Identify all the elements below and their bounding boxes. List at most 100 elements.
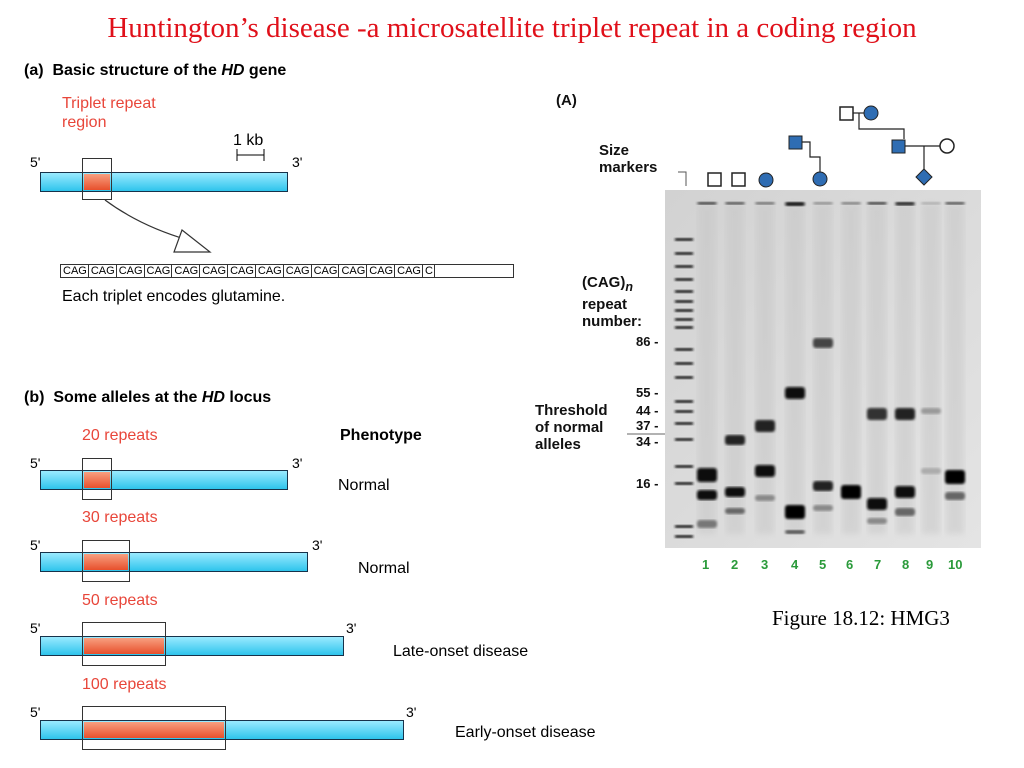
repeat-number-label: (CAG)n repeat number: (582, 274, 642, 330)
gel-band (813, 338, 833, 348)
ladder-band (675, 376, 693, 379)
slide-title: Huntington’s disease -a microsatellite t… (107, 12, 917, 44)
allele-3-repeats: 50 repeats (82, 592, 158, 609)
allele-4-repeat-box (82, 706, 226, 750)
lane-number-2: 2 (731, 557, 739, 572)
lane-smear (896, 204, 914, 534)
ladder-band (675, 238, 693, 241)
ladder-band (675, 422, 693, 425)
ladder-band (675, 265, 693, 268)
gel-band (725, 202, 745, 205)
gel-band (725, 487, 745, 497)
ladder-band (675, 535, 693, 538)
codon: CAG (369, 265, 396, 277)
allele-3-3prime: 3' (346, 620, 357, 636)
allele-4-3prime: 3' (406, 704, 417, 720)
gel-panel-label: (A) (556, 92, 577, 109)
tick-34-value: 34 (636, 434, 651, 449)
gel-band (921, 408, 941, 414)
gel-band (841, 485, 861, 499)
lane-8-male-affected (891, 139, 906, 154)
gel-lanes (697, 202, 965, 534)
gel-band (921, 468, 941, 474)
cag-sequence: CAG CAG CAG CAG CAG CAG CAG CAG CAG CAG CAG CAG CAG C (60, 264, 514, 278)
allele-1-repeats: 20 repeats (82, 427, 158, 444)
gel-band (697, 468, 717, 482)
threshold-line (627, 433, 665, 435)
tick-86: 86 - (636, 334, 659, 349)
codon: CAG (202, 265, 229, 277)
tick-86-value: 86 (636, 334, 651, 349)
lane-5-female-affected (812, 171, 828, 187)
codon: CAG (146, 265, 173, 277)
spouse-unaffected (939, 138, 955, 154)
triplet-repeat-label: Triplet repeat region (62, 94, 156, 132)
gel-band (813, 202, 833, 205)
gel-band (841, 202, 861, 205)
ladder-band (675, 318, 693, 321)
tick-44: 44 - (636, 403, 659, 418)
codon: CAG (174, 265, 201, 277)
allele-2-repeats: 30 repeats (82, 509, 158, 526)
lane-smear (868, 204, 886, 534)
lane-number-7: 7 (874, 557, 882, 572)
lane-smear (698, 204, 716, 534)
codon: CAG (313, 265, 340, 277)
ladder-band (675, 438, 693, 441)
lane-2-male-unaffected (731, 172, 746, 187)
allele-3-repeat-box (82, 622, 166, 666)
tick-55: 55 - (636, 385, 659, 400)
lane-1-male-unaffected (707, 172, 722, 187)
lane-smear (756, 204, 774, 534)
scale-bar (236, 149, 265, 161)
gel-band (813, 505, 833, 511)
repeat-number-line2: repeat (582, 296, 628, 313)
panel-b-heading: (b) Some alleles at the HD locus (24, 389, 271, 407)
ladder-band (675, 278, 693, 281)
codon: CAG (397, 265, 423, 277)
codon: CAG (341, 265, 368, 277)
panel-b-heading-italic: HD (201, 389, 225, 406)
gene-a-repeat-box (82, 158, 112, 200)
triplet-repeat-label-line2: region (62, 114, 107, 131)
ladder-band (675, 300, 693, 303)
grandfather-unaffected (839, 106, 854, 121)
allele-2-phenotype: Normal (358, 560, 410, 577)
gel-band (697, 490, 717, 500)
allele-4-phenotype: Early-onset disease (455, 724, 596, 741)
scale-label: 1 kb (233, 132, 264, 149)
gene-a-3prime: 3' (292, 154, 303, 170)
gel-band (895, 408, 915, 420)
repeat-number-sub: n (625, 280, 633, 294)
lane-smear (946, 204, 964, 534)
ladder-band (675, 326, 693, 329)
ladder-band (675, 410, 693, 413)
gel-band (785, 202, 805, 206)
gel-band (867, 498, 887, 510)
lane-number-5: 5 (819, 557, 827, 572)
panel-a-heading-suffix: gene (244, 62, 287, 79)
allele-2-bar (40, 552, 308, 572)
codon: CAG (63, 265, 89, 277)
size-markers-label: Size markers (599, 142, 657, 176)
ladder-band (675, 290, 693, 293)
gel-band (755, 465, 775, 477)
size-marker-ladder (675, 238, 693, 538)
lane-number-8: 8 (902, 557, 910, 572)
pedigree-symbols (707, 105, 955, 188)
tick-16-value: 16 (636, 476, 651, 491)
tick-37-value: 37 (636, 418, 651, 433)
gel-band (945, 202, 965, 205)
gel-band (895, 202, 915, 206)
gel-band (725, 435, 745, 445)
gene-a-bar (40, 172, 288, 192)
figure-caption: Figure 18.12: HMG3 (772, 606, 950, 630)
lane-number-6: 6 (846, 557, 854, 572)
grandmother-affected (863, 105, 879, 121)
allele-1-bar (40, 470, 288, 490)
gel-band (785, 505, 805, 519)
allele-4-repeats: 100 repeats (82, 676, 167, 693)
zoom-arrow (104, 199, 212, 253)
threshold-line1: Threshold (535, 402, 608, 419)
allele-1-3prime: 3' (292, 455, 303, 471)
